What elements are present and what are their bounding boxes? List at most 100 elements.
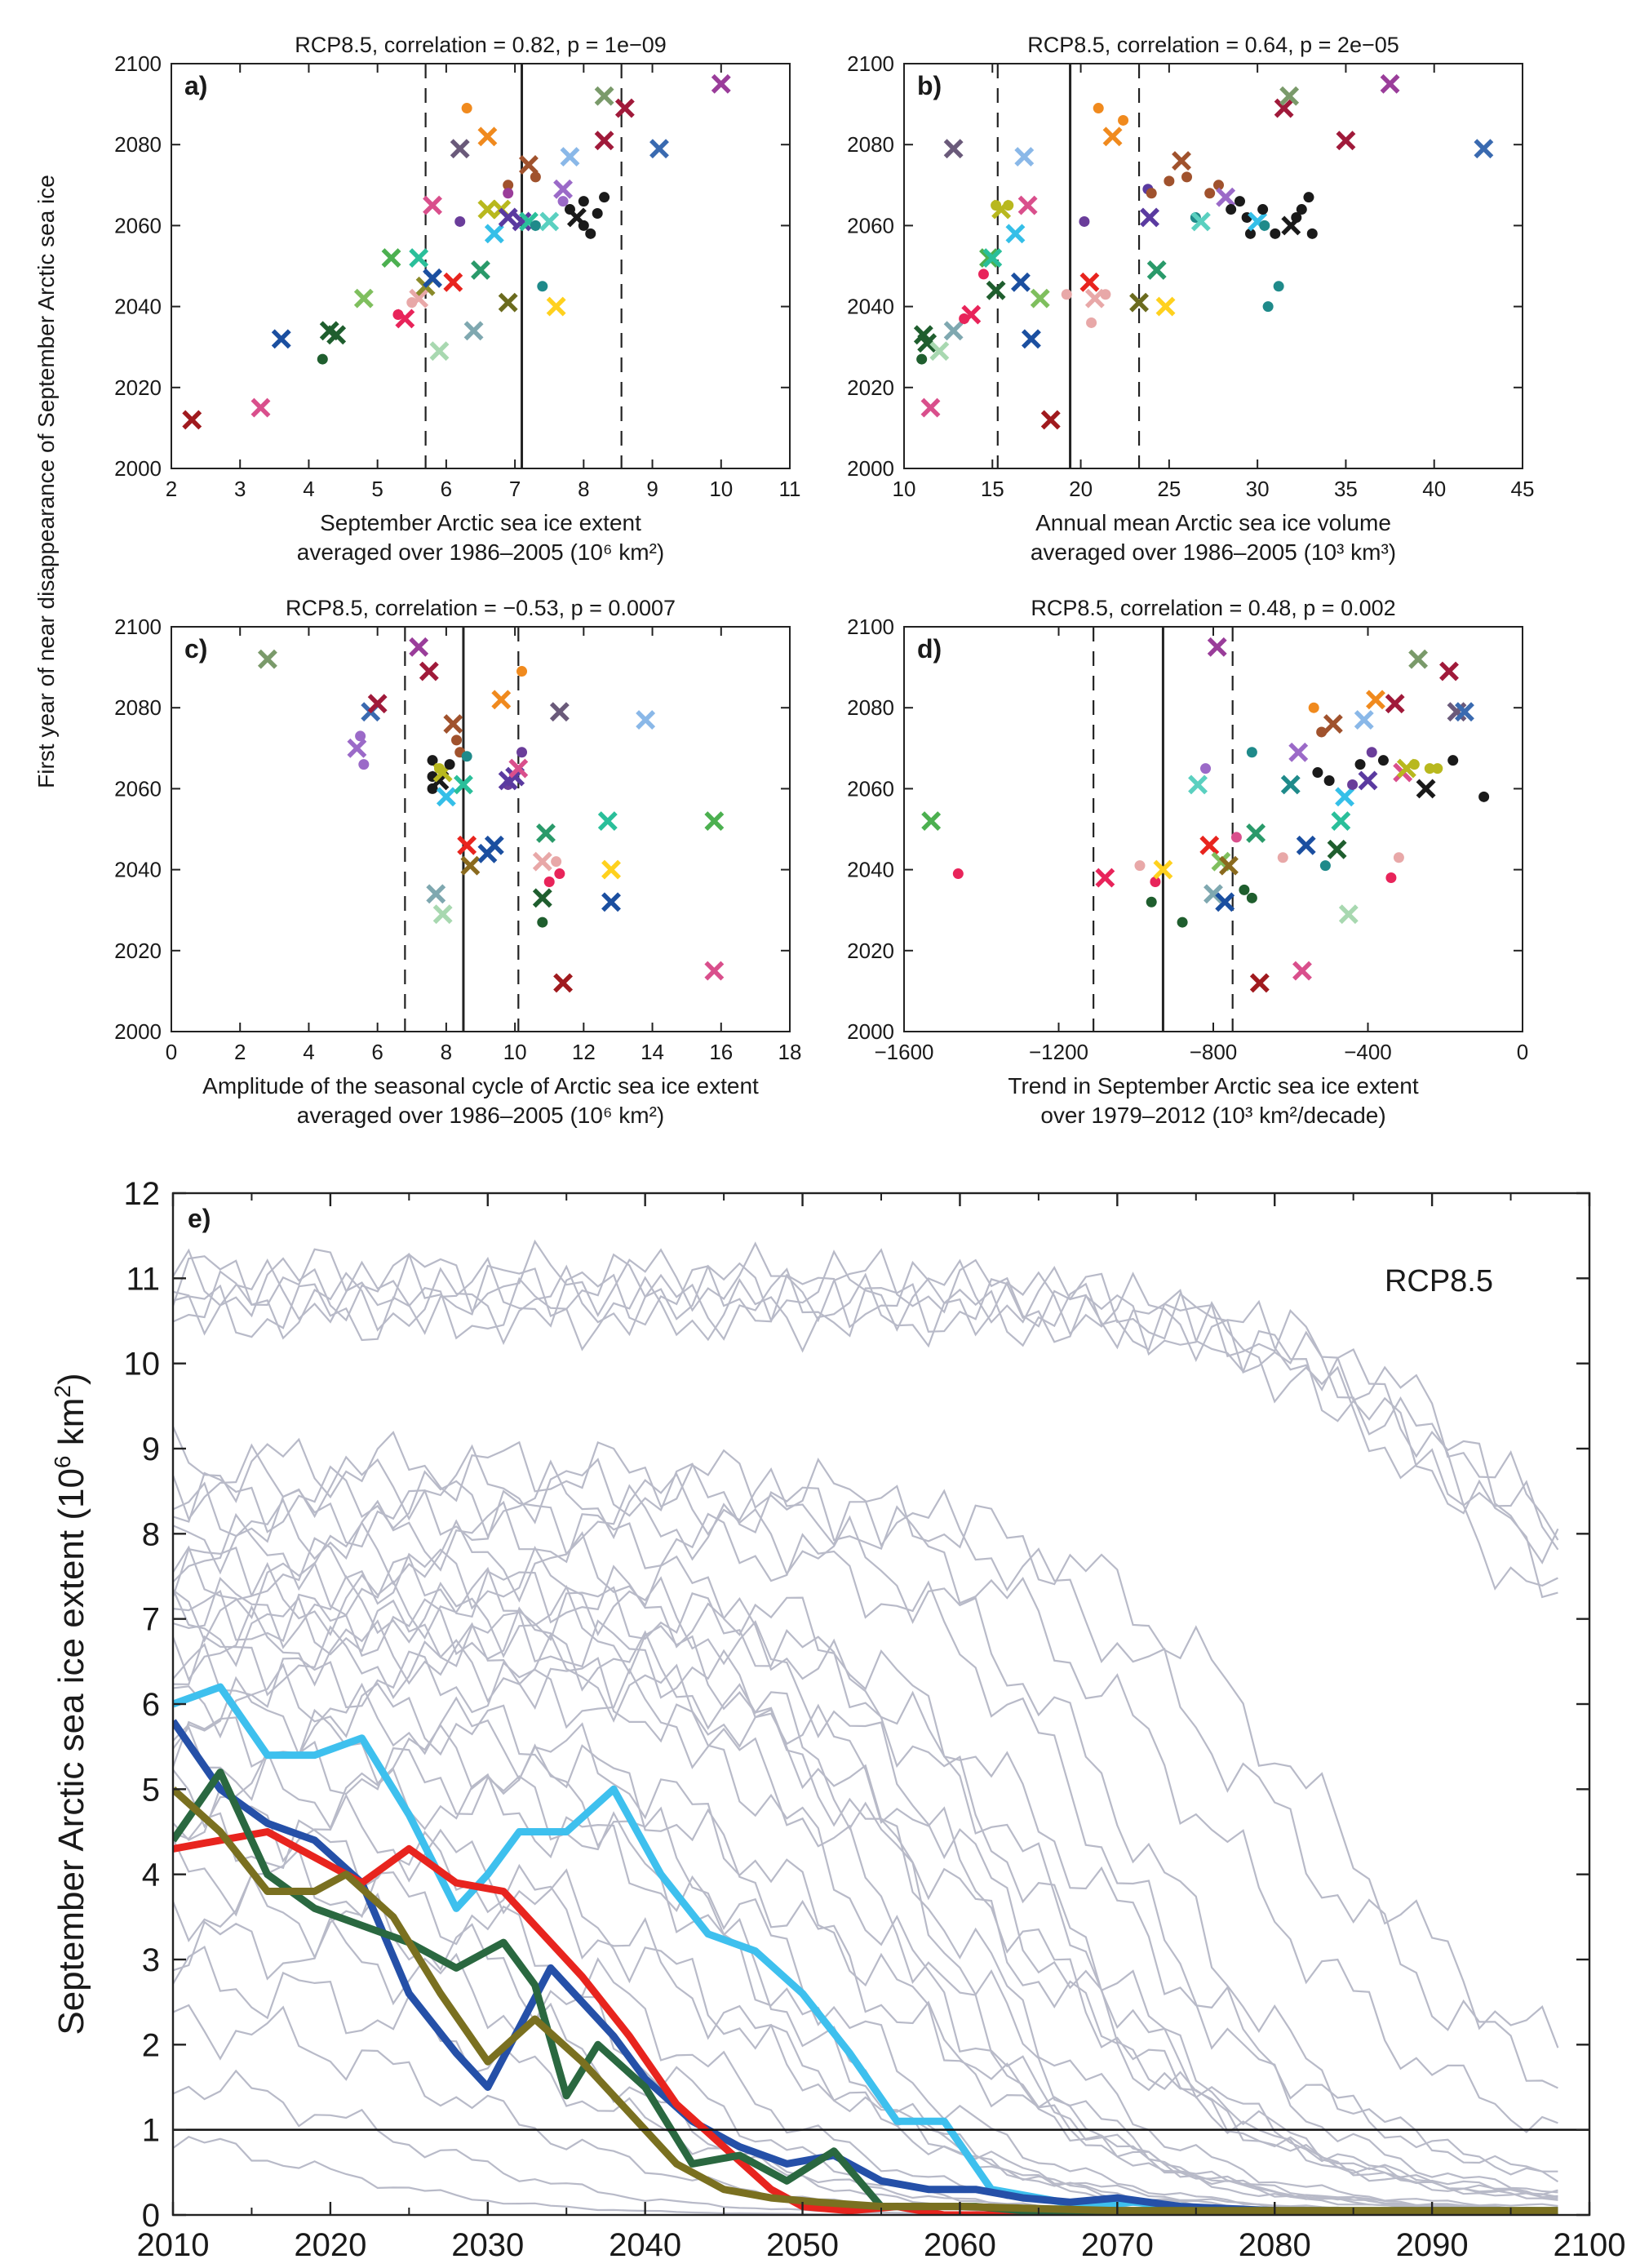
member-dot-marker bbox=[1270, 228, 1281, 239]
member-dot-marker bbox=[1385, 872, 1397, 884]
x-axis-label-line2: over 1979–2012 (10³ km²/decade) bbox=[1040, 1103, 1385, 1128]
x-axis-label-line1: Annual mean Arctic sea ice volume bbox=[1035, 510, 1391, 535]
y-tick-label: 2100 bbox=[114, 615, 162, 639]
y-tick-label: 2020 bbox=[114, 939, 162, 963]
member-dot-marker bbox=[461, 103, 472, 114]
ensemble-member-line bbox=[173, 1272, 1559, 1541]
model-cross-marker bbox=[560, 147, 580, 167]
y-tick-label: 10 bbox=[124, 1347, 161, 1383]
panel-title: RCP8.5, correlation = 0.48, p = 0.002 bbox=[1031, 596, 1395, 620]
model-cross-marker bbox=[1338, 904, 1359, 925]
ensemble-member-line bbox=[173, 1426, 1558, 2089]
model-cross-marker bbox=[1335, 787, 1355, 807]
model-cross-marker bbox=[1084, 288, 1105, 308]
model-cross-marker bbox=[1354, 710, 1374, 730]
model-cross-marker bbox=[1216, 187, 1236, 207]
model-cross-marker bbox=[1102, 126, 1123, 147]
model-cross-marker bbox=[453, 774, 473, 795]
model-cross-marker bbox=[1385, 694, 1405, 714]
model-cross-marker bbox=[1292, 961, 1312, 981]
member-dot-marker bbox=[599, 192, 610, 203]
y-axis-label: September Arctic sea ice extent (106 km2… bbox=[50, 1373, 91, 2035]
member-dot-marker bbox=[1393, 852, 1404, 863]
model-cross-marker bbox=[594, 86, 614, 106]
model-cross-marker bbox=[436, 787, 456, 807]
member-dot-marker bbox=[1347, 779, 1359, 790]
model-cross-marker bbox=[498, 292, 518, 313]
model-cross-marker bbox=[409, 288, 429, 308]
model-cross-marker bbox=[463, 321, 484, 341]
model-cross-marker bbox=[1129, 292, 1149, 313]
panel-label: a) bbox=[184, 71, 207, 100]
model-cross-marker bbox=[553, 179, 574, 199]
panel-e: 2010 2020 2030 2040 2050 2060 2070 2080 2090 2100… bbox=[50, 1176, 1626, 2263]
y-axis-label-part: ) bbox=[51, 1373, 91, 1385]
ensemble-member-line bbox=[173, 1561, 1558, 2196]
model-cross-marker bbox=[471, 260, 490, 280]
member-dot-marker bbox=[444, 759, 455, 770]
ensemble-member-line bbox=[173, 1248, 1558, 1599]
model-cross-marker bbox=[943, 139, 964, 159]
x-tick-label: 10 bbox=[709, 477, 733, 501]
member-dot-marker bbox=[1100, 289, 1111, 300]
member-dot-marker bbox=[1079, 215, 1090, 227]
ensemble-member-line bbox=[173, 1481, 1558, 2183]
x-axis-label-line1: Amplitude of the seasonal cycle of Arcti… bbox=[202, 1073, 759, 1098]
member-dot-marker bbox=[427, 755, 438, 766]
model-cross-marker bbox=[921, 811, 942, 832]
member-dot-marker bbox=[1478, 791, 1490, 802]
x-tick-label: 0 bbox=[166, 1040, 177, 1064]
model-cross-marker bbox=[594, 131, 614, 151]
x-tick-label: 2030 bbox=[451, 2227, 524, 2263]
x-axis-label-line2: averaged over 1986–2005 (10⁶ km²) bbox=[297, 539, 664, 565]
model-cross-marker bbox=[1288, 742, 1309, 762]
y-tick-label: 6 bbox=[142, 1687, 160, 1723]
model-cross-marker bbox=[649, 139, 669, 159]
y-tick-label: 2100 bbox=[847, 51, 894, 76]
member-dot-marker bbox=[1230, 832, 1242, 843]
panel-title: RCP8.5, correlation = −0.53, p = 0.0007 bbox=[286, 596, 676, 620]
model-cross-marker bbox=[1155, 296, 1176, 317]
model-cross-marker bbox=[395, 308, 415, 329]
x-tick-label: 0 bbox=[1517, 1040, 1528, 1064]
member-dot-marker bbox=[1308, 702, 1319, 713]
model-cross-marker bbox=[1199, 835, 1220, 855]
member-dot-marker bbox=[1323, 774, 1335, 786]
model-cross-marker bbox=[929, 341, 950, 362]
x-tick-label: 2080 bbox=[1239, 2227, 1311, 2263]
model-cross-marker bbox=[1040, 410, 1061, 430]
model-cross-marker bbox=[443, 714, 463, 734]
model-cross-marker bbox=[943, 321, 964, 341]
x-tick-label: 12 bbox=[572, 1040, 596, 1064]
model-cross-marker bbox=[347, 738, 367, 758]
member-dot-marker bbox=[1093, 103, 1104, 114]
x-axis-label-line1: September Arctic sea ice extent bbox=[320, 510, 641, 535]
panel-d: RCP8.5, correlation = 0.48, p = 0.002 −16… bbox=[847, 596, 1528, 1128]
model-cross-marker bbox=[457, 835, 477, 855]
model-cross-marker bbox=[1474, 139, 1494, 159]
y-tick-label: 2040 bbox=[847, 858, 894, 882]
model-cross-marker bbox=[539, 211, 560, 232]
member-dot-marker bbox=[1212, 180, 1224, 191]
panel-label: e) bbox=[188, 1204, 211, 1233]
member-dot-marker bbox=[1273, 281, 1284, 292]
ensemble-member-line bbox=[173, 1498, 1558, 2194]
model-cross-marker bbox=[553, 973, 574, 993]
model-cross-marker bbox=[636, 710, 656, 730]
x-tick-label: 11 bbox=[779, 477, 801, 501]
member-dot-marker bbox=[543, 876, 555, 887]
y-axis-label-part: 2 bbox=[50, 1385, 75, 1398]
y-tick-label: 2060 bbox=[114, 213, 162, 237]
x-tick-label: 5 bbox=[371, 477, 383, 501]
panel-frame bbox=[171, 1192, 1591, 2217]
x-tick-label: 6 bbox=[441, 477, 452, 501]
model-cross-marker bbox=[1017, 195, 1038, 215]
member-dot-marker bbox=[503, 180, 514, 191]
ensemble-member-line bbox=[173, 1512, 1558, 2176]
model-cross-marker bbox=[1279, 86, 1300, 106]
x-tick-label: 2100 bbox=[1554, 2227, 1626, 2263]
y-tick-label: 1 bbox=[142, 2113, 160, 2149]
member-dot-marker bbox=[1296, 204, 1307, 215]
panel-title: RCP8.5, correlation = 0.82, p = 1e−09 bbox=[295, 33, 667, 57]
model-cross-marker bbox=[546, 296, 566, 317]
